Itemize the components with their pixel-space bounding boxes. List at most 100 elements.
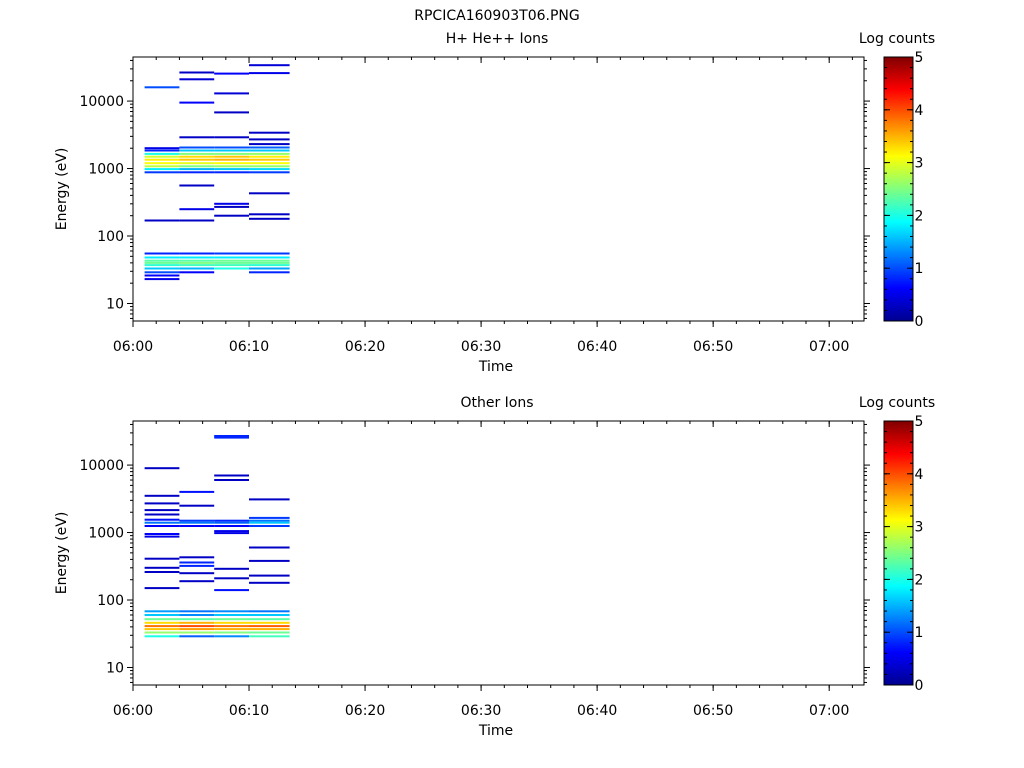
colorbar-tick-label: 1 [915,261,924,277]
data-cell [249,138,290,141]
y-tick-label: 100 [97,229,124,245]
panel-h-he-ions: H+ He++ Ions Log counts Time Energy (eV)… [54,31,935,375]
data-cell [179,564,215,567]
data-cell [249,618,290,621]
data-cell [144,614,180,616]
data-cell [214,610,249,613]
data-cell [179,556,215,559]
colorbar-tick-label: 3 [915,520,924,536]
y-axis-label: Energy (eV) [54,512,70,595]
y-tick-label: 10 [106,660,124,676]
x-tick-label: 06:50 [693,703,733,719]
data-cell [144,168,180,171]
panel-title: Other Ions [460,395,533,411]
data-cell [214,532,249,535]
data-cell [249,581,290,584]
colorbar-tick-label: 5 [915,414,924,430]
data-cell [144,525,180,527]
data-cell [179,490,215,493]
x-tick-label: 06:40 [577,339,617,355]
colorbar [883,420,914,686]
data-cell [179,208,215,211]
data-cell [144,467,180,470]
data-cell [214,171,249,174]
data-cell [144,521,180,524]
y-tick-label: 1000 [88,162,124,178]
data-cell [179,71,215,74]
data-cell [144,264,180,267]
data-cell [144,158,180,161]
y-tick-label: 10 [106,296,124,312]
data-cell [179,165,215,168]
data-cell [144,171,180,174]
data-cell [249,217,290,220]
colorbar-label: Log counts [859,395,935,411]
data-cell [144,502,180,505]
data-cell [144,152,180,155]
data-cell [179,625,215,628]
data-cell [144,618,180,621]
data-cell [179,635,215,638]
data-cell [249,498,290,501]
data-cell [179,628,215,631]
data-cell [144,557,180,560]
y-tick-label: 100 [97,593,124,609]
data-cell [214,92,249,95]
data-cell [214,625,249,628]
data-cell [249,149,290,152]
y-axis-label: Energy (eV) [54,148,70,231]
data-cell [144,518,180,521]
data-cell [249,158,290,161]
x-tick-label: 06:50 [693,339,733,355]
data-cell [214,530,249,533]
data-cell [214,589,249,592]
data-cell [249,256,290,259]
data-cell [249,264,290,267]
data-cell [249,635,290,638]
data-cell [179,264,215,267]
data-cell [214,435,249,437]
x-axis-label: Time [478,359,513,375]
data-cell [214,256,249,259]
data-cell [249,165,290,168]
data-cell [249,628,290,631]
data-cell [179,631,215,634]
data-cell [214,525,249,527]
data-cell [249,162,290,165]
data-cell [249,525,290,527]
data-cell [249,519,290,522]
data-cells [144,64,290,281]
data-cell [214,618,249,621]
data-cell [214,621,249,624]
data-cell [214,261,249,264]
data-cell [249,559,290,562]
data-cell [144,162,180,165]
x-tick-label: 06:10 [229,703,269,719]
data-cell [214,146,249,149]
data-cell [214,72,249,75]
data-cell [249,521,290,524]
data-cell [144,621,180,624]
data-cell [144,274,180,277]
panel-other-ions: Other Ions Log counts Time Energy (eV) 0… [54,395,935,739]
data-cell [179,158,215,161]
data-cell [179,171,215,174]
x-tick-label: 06:00 [113,703,153,719]
colorbar-ticks: 0 1 2 3 4 5 [884,414,924,694]
data-cell [249,146,290,149]
data-cell [144,610,180,613]
data-cell [214,252,249,255]
axes: 06:00 06:10 06:20 06:30 06:40 06:50 07:00 10 100… [79,420,870,719]
data-cell [144,147,180,150]
data-cell [179,519,215,522]
data-cell [249,610,290,613]
data-cell [144,261,180,264]
data-cell [249,155,290,158]
panel-title: H+ He++ Ions [446,31,549,47]
x-tick-label: 07:00 [809,339,849,355]
colorbar-tick-label: 0 [915,314,924,330]
data-cell [249,271,290,274]
data-cell [179,155,215,158]
data-cell [179,618,215,621]
x-tick-label: 06:00 [113,339,153,355]
